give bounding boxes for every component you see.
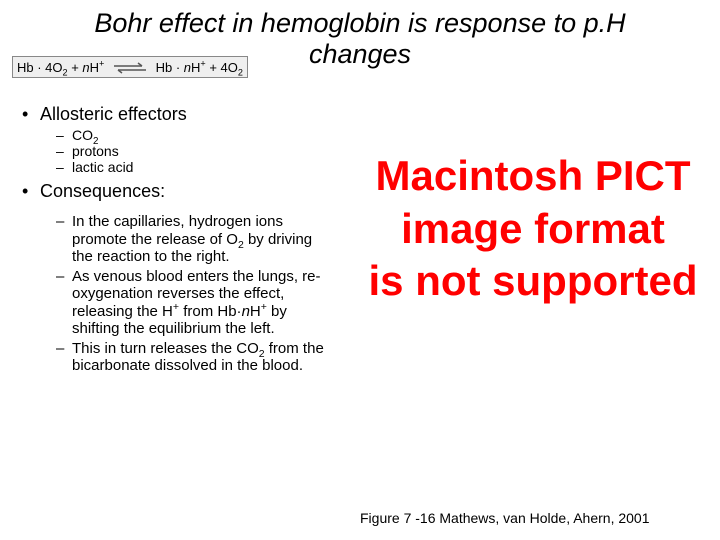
figure-citation: Figure 7 -16 Mathews, van Holde, Ahern, …	[360, 510, 650, 526]
bullet-dot-icon: •	[22, 104, 40, 125]
c2-d: H	[250, 303, 261, 320]
eq-lhs-b: +	[68, 60, 83, 75]
eq-rhs-c-sub: 2	[238, 68, 243, 78]
bullet-consequences: • Consequences:	[22, 181, 332, 202]
pict-error: Macintosh PICT image format is not suppo…	[358, 150, 708, 308]
bullet-consequences-label: Consequences:	[40, 181, 165, 202]
consequence-2-text: As venous blood enters the lungs, re-oxy…	[72, 268, 332, 337]
eq-rhs-b-pre: n	[184, 60, 191, 75]
c2-c: from Hb·	[179, 303, 242, 320]
eq-lhs-c: H	[90, 60, 99, 75]
error-line3: is not supported	[358, 255, 708, 308]
c2-d-pre: n	[242, 303, 250, 320]
sub-co2-text: CO2	[72, 127, 332, 143]
eq-lhs-c-sup: +	[99, 59, 104, 69]
content-left: • Allosteric effectors – CO2 – protons –…	[22, 104, 332, 375]
dash-icon: –	[56, 268, 72, 337]
eq-lhs-c-pre: n	[82, 60, 89, 75]
sub-co2: – CO2	[22, 127, 332, 143]
consequence-1-text: In the capillaries, hydrogen ions promot…	[72, 213, 332, 265]
eq-lhs-a: Hb · 4O	[17, 60, 63, 75]
dash-icon: –	[56, 159, 72, 175]
sub-protons-text: protons	[72, 143, 332, 159]
sub-lactic-text: lactic acid	[72, 159, 332, 175]
sub-co2-a: CO	[72, 127, 93, 143]
equation-lhs: Hb · 4O2 + nH+	[17, 60, 104, 75]
bullet-dot-icon: •	[22, 181, 40, 202]
eq-rhs-a: Hb ·	[156, 60, 184, 75]
dash-icon: –	[56, 143, 72, 159]
error-line1: Macintosh PICT	[358, 150, 708, 203]
dash-icon: –	[56, 340, 72, 375]
sub-protons: – protons	[22, 143, 332, 159]
consequence-1: – In the capillaries, hydrogen ions prom…	[22, 213, 332, 265]
consequence-3-text: This in turn releases the CO2 from the b…	[72, 340, 332, 375]
eq-rhs-b: H	[191, 60, 200, 75]
equation-box: Hb · 4O2 + nH+ Hb · nH+ + 4O2	[12, 56, 248, 78]
eq-rhs-c: + 4O	[206, 60, 238, 75]
sub-lactic: – lactic acid	[22, 159, 332, 175]
dash-icon: –	[56, 127, 72, 143]
bullet-allosteric: • Allosteric effectors	[22, 104, 332, 125]
dash-icon: –	[56, 213, 72, 265]
c3-a: This in turn releases the CO	[72, 340, 259, 357]
consequence-2: – As venous blood enters the lungs, re-o…	[22, 268, 332, 337]
bullet-allosteric-label: Allosteric effectors	[40, 104, 187, 125]
equation-rhs: Hb · nH+ + 4O2	[156, 60, 243, 75]
error-line2: image format	[358, 203, 708, 256]
consequence-3: – This in turn releases the CO2 from the…	[22, 340, 332, 375]
equilibrium-arrows-icon	[112, 61, 148, 75]
